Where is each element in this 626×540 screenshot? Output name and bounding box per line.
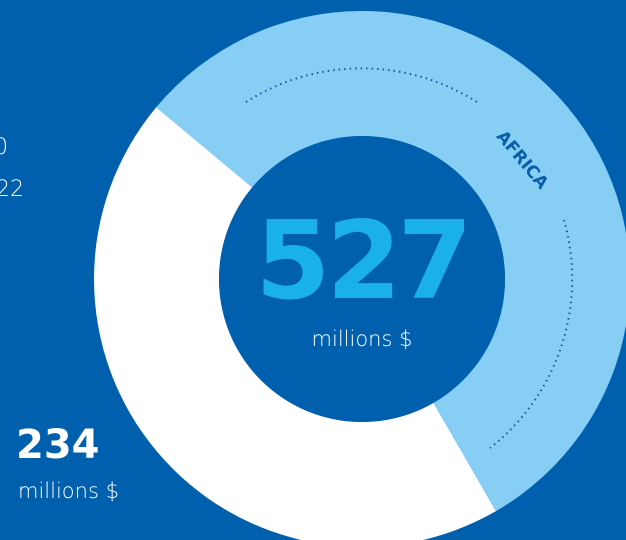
donut-hole [219,136,505,422]
total-unit: millions $ [312,327,413,351]
dotted-arc [489,219,574,449]
dotted-arc [245,67,481,105]
donut-segment [156,11,626,512]
segment-value: 234 [16,422,100,468]
segment-unit: millions $ [18,479,119,503]
total-value: 527 [255,199,468,324]
donut-segment [94,107,496,540]
side-text: 0 [0,135,8,160]
side-text: 22 [0,177,24,202]
donut [94,11,626,540]
